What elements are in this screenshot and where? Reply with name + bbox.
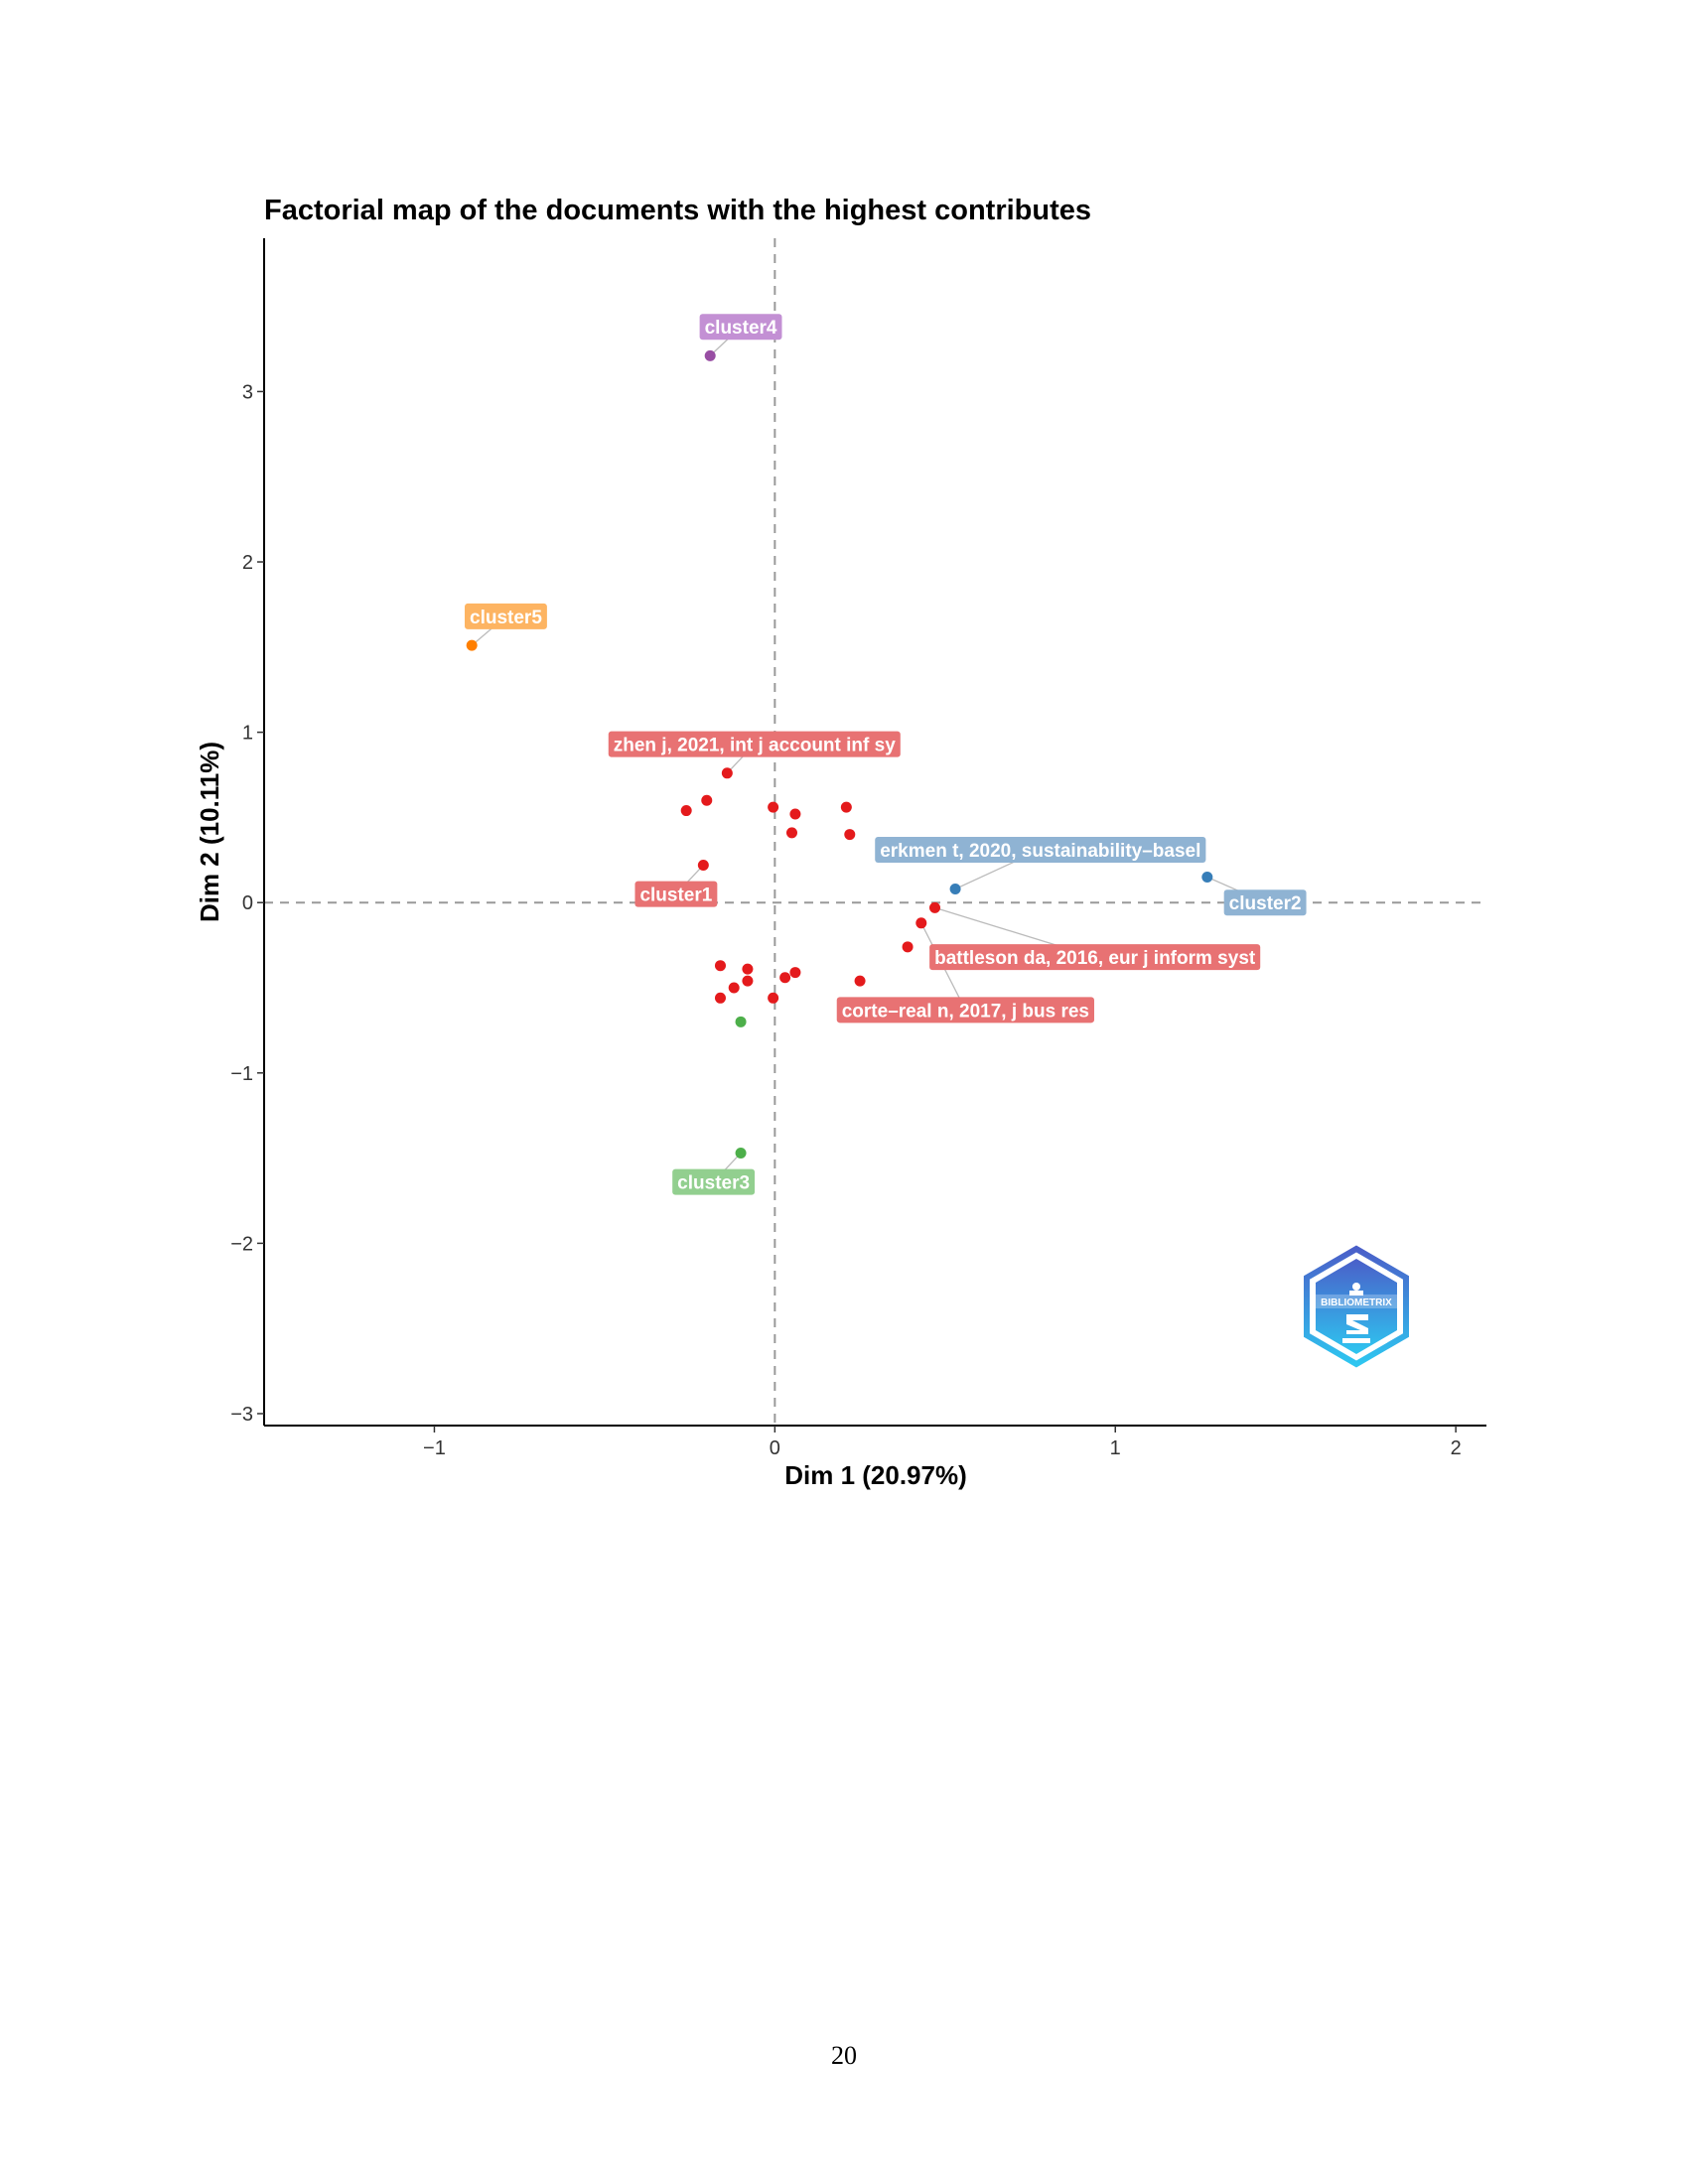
cluster1-point — [844, 829, 856, 841]
point-label: corte–real n, 2017, j bus res — [836, 997, 1094, 1024]
data-points — [466, 349, 1213, 1159]
point-label-box — [672, 1168, 756, 1195]
point-label-text: cluster2 — [1229, 893, 1302, 914]
cluster1-point — [902, 941, 914, 953]
point-labels: cluster4 cluster5 zhen j, 2021, int j acco… — [465, 314, 1307, 1195]
cluster1-point — [768, 992, 779, 1004]
axis-ticks: −1 0 1 2 3 2 1 0 −1 −2 −3 — [230, 381, 1462, 1459]
cluster5-point — [466, 639, 478, 651]
point-label: cluster4 — [699, 314, 782, 341]
point-label-box — [929, 944, 1261, 971]
point-label: cluster3 — [672, 1168, 756, 1195]
bibliometrix-logo: BIBLIOMETRIX — [1304, 1245, 1409, 1368]
point-label: battleson da, 2016, eur j inform syst — [929, 944, 1261, 971]
y-tick-label: −1 — [230, 1063, 253, 1085]
cluster1-point — [721, 767, 733, 779]
point-label-text: cluster5 — [470, 608, 542, 628]
cluster1-point — [779, 972, 791, 984]
point-label: cluster5 — [465, 603, 547, 629]
cluster1-point — [742, 963, 754, 975]
lighthouse-icon — [1342, 1283, 1370, 1343]
point-label-text: cluster3 — [677, 1173, 750, 1194]
y-tick-label: 1 — [242, 723, 253, 745]
point-label-text: zhen j, 2021, int j account inf sy — [614, 736, 896, 756]
point-label: zhen j, 2021, int j account inf sy — [608, 731, 901, 757]
cluster1-point — [789, 967, 801, 979]
point-label-box — [634, 881, 718, 907]
cluster1-point — [697, 859, 709, 871]
cluster1-point — [840, 801, 852, 813]
y-tick-label: −2 — [230, 1233, 253, 1255]
reference-lines — [264, 238, 1486, 1426]
cluster1-point — [785, 827, 797, 839]
y-tick-label: −3 — [230, 1404, 253, 1426]
cluster4-point — [704, 349, 716, 361]
cluster1-point — [714, 960, 726, 972]
point-label-box — [836, 997, 1094, 1024]
axes — [263, 238, 1486, 1427]
cluster2-point — [1201, 871, 1213, 883]
point-label-box — [699, 314, 782, 341]
cluster2-point — [949, 883, 961, 894]
x-tick-label: 0 — [770, 1437, 780, 1459]
point-label-text: cluster1 — [639, 886, 712, 906]
x-axis-title: Dim 1 (20.97%) — [784, 1460, 967, 1490]
point-label: cluster2 — [1223, 889, 1307, 916]
point-label: erkmen t, 2020, sustainability–basel — [875, 837, 1206, 864]
point-label: cluster1 — [634, 881, 718, 907]
y-tick-label: 2 — [242, 552, 253, 574]
point-label-box — [465, 603, 547, 629]
cluster1-point — [915, 917, 927, 929]
x-tick-label: 1 — [1110, 1437, 1121, 1459]
logo-text: BIBLIOMETRIX — [1321, 1297, 1392, 1308]
cluster1-point — [742, 975, 754, 987]
logo-hexagon-fill-icon — [1316, 1259, 1397, 1354]
chart-title: Factorial map of the documents with the … — [264, 195, 1091, 226]
y-axis-title: Dim 2 (10.11%) — [195, 742, 224, 922]
point-label-text: battleson da, 2016, eur j inform syst — [934, 948, 1256, 969]
point-label-text: erkmen t, 2020, sustainability–basel — [880, 841, 1200, 862]
cluster3-point — [735, 1147, 747, 1159]
point-label-text: corte–real n, 2017, j bus res — [842, 1001, 1089, 1022]
cluster1-point — [680, 805, 692, 817]
cluster1-point — [854, 975, 866, 987]
cluster1-point — [768, 801, 779, 813]
x-tick-label: −1 — [423, 1437, 446, 1459]
x-tick-label: 2 — [1451, 1437, 1462, 1459]
cluster1-point — [728, 982, 740, 994]
point-label-box — [608, 731, 901, 757]
point-label-text: cluster4 — [705, 318, 777, 339]
page-number: 20 — [831, 2041, 857, 2070]
y-tick-label: 0 — [242, 892, 253, 914]
y-tick-label: 3 — [242, 381, 253, 403]
point-label-box — [875, 837, 1206, 864]
cluster1-point — [701, 794, 713, 806]
cluster3-point — [735, 1016, 747, 1027]
cluster1-point — [789, 808, 801, 820]
point-label-box — [1223, 889, 1307, 916]
cluster1-point — [929, 901, 941, 913]
cluster1-point — [714, 992, 726, 1004]
